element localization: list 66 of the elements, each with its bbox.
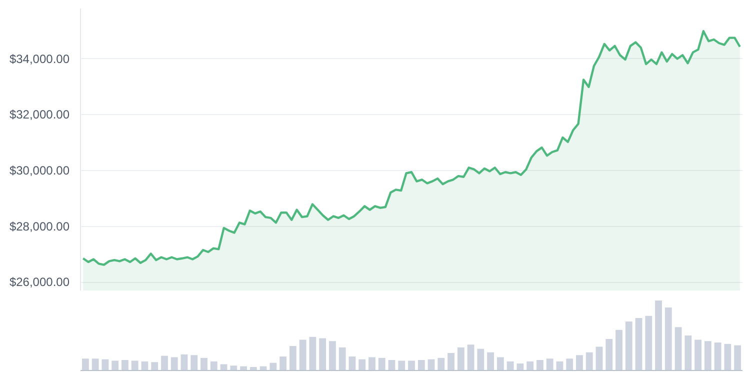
bar xyxy=(210,361,218,370)
y-tick-label: $30,000.00 xyxy=(9,163,70,178)
bar xyxy=(546,358,554,370)
bar xyxy=(655,300,662,370)
bar xyxy=(151,362,158,370)
bar xyxy=(496,357,504,370)
y-tick-label: $34,000.00 xyxy=(9,52,70,66)
bar xyxy=(674,327,682,370)
bar xyxy=(635,318,642,370)
bar xyxy=(487,352,494,370)
bar xyxy=(299,340,306,370)
bar xyxy=(408,360,415,370)
bar xyxy=(368,357,376,370)
bar xyxy=(438,358,445,370)
bar xyxy=(398,360,406,370)
bar xyxy=(576,355,583,370)
bar xyxy=(477,348,484,370)
bar xyxy=(526,361,534,370)
bar xyxy=(112,360,119,370)
bar xyxy=(378,358,386,370)
bar xyxy=(684,336,692,370)
bar xyxy=(358,359,366,370)
bar xyxy=(664,308,672,370)
bar xyxy=(566,358,574,370)
bar xyxy=(625,322,632,370)
bar xyxy=(122,360,128,370)
bar xyxy=(714,342,722,370)
bar xyxy=(388,360,396,370)
bar xyxy=(596,346,603,370)
bar xyxy=(586,352,593,370)
bar xyxy=(457,347,464,370)
bar xyxy=(92,358,99,370)
bar xyxy=(131,360,138,370)
bar xyxy=(448,353,454,370)
bar xyxy=(328,341,336,370)
bar xyxy=(170,357,178,370)
bar xyxy=(606,339,613,370)
bar xyxy=(734,345,742,370)
bar xyxy=(280,356,287,370)
y-tick-label: $28,000.00 xyxy=(9,219,70,234)
bar xyxy=(338,347,346,370)
bar xyxy=(230,366,238,370)
bar xyxy=(536,360,544,370)
bar xyxy=(506,361,514,370)
bar xyxy=(200,358,208,370)
bar xyxy=(645,316,652,370)
bar xyxy=(704,341,712,370)
bar xyxy=(82,358,89,370)
bar xyxy=(467,344,474,370)
bar xyxy=(694,340,702,370)
y-tick-label: $32,000.00 xyxy=(9,108,70,122)
y-tick-label: $26,000.00 xyxy=(9,275,70,290)
bar xyxy=(309,336,316,370)
bar xyxy=(102,359,109,370)
bar xyxy=(418,360,425,370)
bar xyxy=(190,355,198,370)
bar xyxy=(289,346,296,370)
bar xyxy=(180,354,188,370)
bar xyxy=(516,364,524,370)
bar xyxy=(724,344,732,370)
bar xyxy=(270,362,277,370)
bar xyxy=(348,356,356,370)
bar xyxy=(616,330,622,370)
bar xyxy=(220,364,228,370)
bar xyxy=(319,338,326,370)
bar xyxy=(161,356,168,370)
